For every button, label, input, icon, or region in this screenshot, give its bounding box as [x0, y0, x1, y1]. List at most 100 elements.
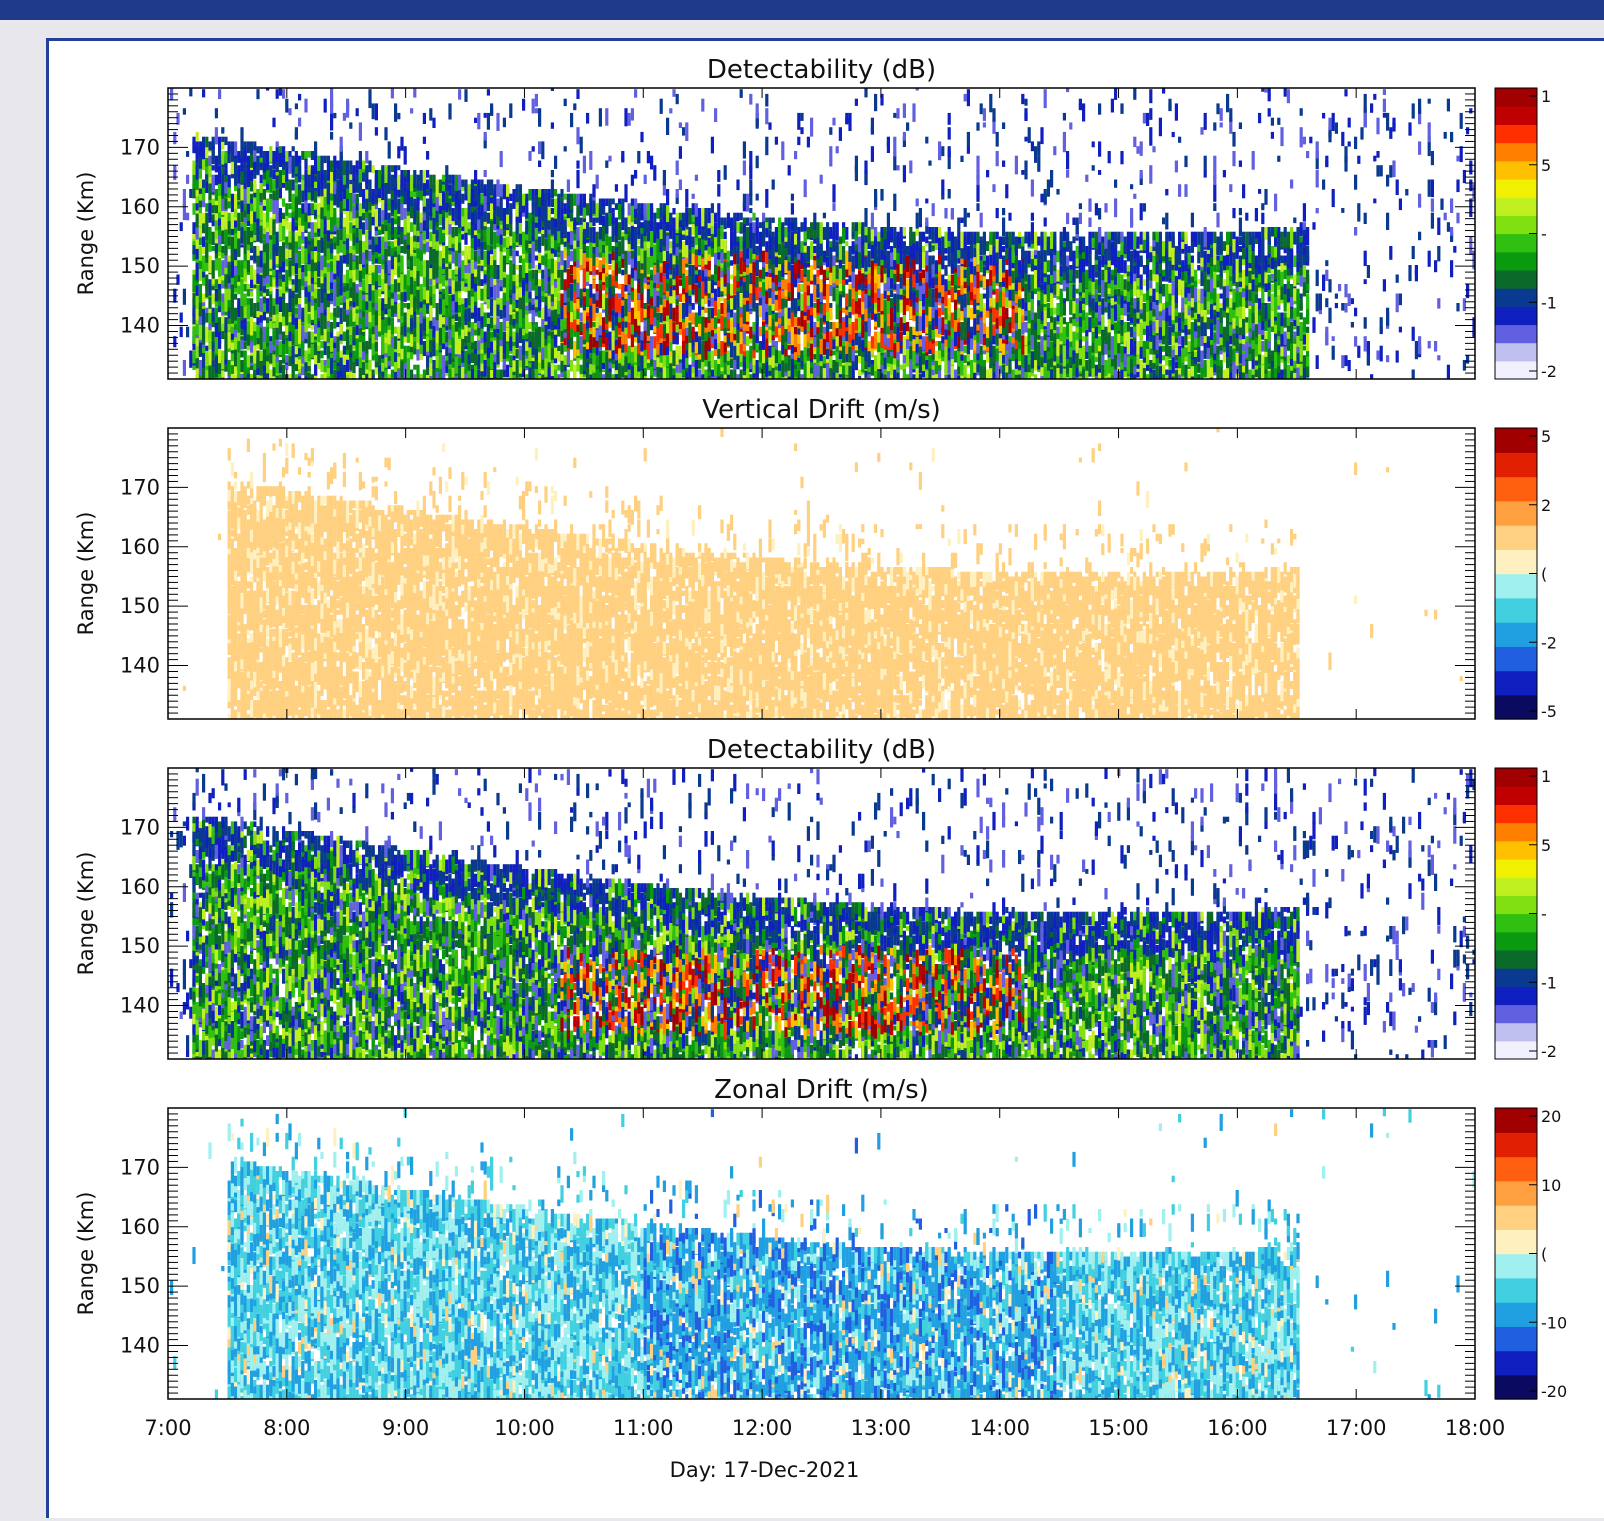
- heatmap-cell: [358, 165, 362, 183]
- heatmap-cell: [278, 312, 282, 323]
- heatmap-cell: [288, 203, 292, 210]
- heatmap-cell: [237, 336, 241, 353]
- heatmap-cell: [640, 355, 644, 371]
- heatmap-cell: [250, 203, 254, 212]
- heatmap-cell: [250, 274, 254, 289]
- heatmap-cell: [461, 260, 465, 279]
- heatmap-cell: [323, 288, 327, 304]
- heatmap-cell: [218, 136, 222, 143]
- heatmap-cell: [304, 151, 308, 159]
- heatmap-cell: [198, 165, 202, 179]
- heatmap-cell: [214, 355, 218, 374]
- heatmap-cell: [410, 174, 414, 192]
- heatmap-cell: [291, 212, 295, 232]
- heatmap-cell: [557, 217, 561, 231]
- heatmap-cell: [410, 189, 414, 197]
- heatmap-cell: [474, 255, 478, 270]
- heatmap-cell: [506, 236, 510, 248]
- heatmap-cell: [595, 269, 599, 275]
- heatmap-cell: [294, 312, 298, 318]
- heatmap-cell: [438, 250, 442, 267]
- heatmap-cell: [397, 303, 401, 319]
- heatmap-cell: [304, 265, 308, 276]
- heatmap-cell: [429, 236, 433, 247]
- heatmap-cell: [557, 345, 561, 351]
- heatmap-cell: [483, 227, 487, 242]
- heatmap-cell: [509, 336, 513, 351]
- heatmap-cell: [410, 203, 414, 219]
- heatmap-cell: [256, 374, 260, 379]
- heatmap-cell: [374, 103, 378, 121]
- heatmap-cell: [301, 231, 305, 240]
- heatmap-cell: [621, 269, 625, 276]
- heatmap-cell: [349, 303, 353, 311]
- heatmap-cell: [198, 312, 202, 325]
- heatmap-cell: [470, 255, 474, 274]
- heatmap-cell: [445, 345, 449, 356]
- heatmap-cell: [602, 250, 606, 257]
- heatmap-cell: [531, 274, 535, 287]
- heatmap-cell: [630, 345, 634, 364]
- heatmap-cell: [304, 317, 308, 333]
- heatmap-cell: [579, 136, 583, 154]
- heatmap-cell: [547, 231, 551, 251]
- heatmap-cell: [502, 355, 506, 370]
- heatmap-cell: [563, 203, 567, 214]
- heatmap-cell: [432, 293, 436, 308]
- heatmap-cell: [288, 350, 292, 367]
- heatmap-cell: [314, 341, 318, 356]
- heatmap-cell: [637, 208, 641, 226]
- heatmap-cell: [397, 184, 401, 198]
- heatmap-cell: [650, 203, 654, 219]
- heatmap-cell: [243, 284, 247, 292]
- heatmap-cell: [285, 236, 289, 246]
- heatmap-cell: [195, 160, 199, 170]
- heatmap-cell: [445, 331, 449, 339]
- heatmap-cell: [541, 274, 545, 292]
- heatmap-cell: [438, 326, 442, 346]
- heatmap-cell: [192, 288, 196, 305]
- heatmap-cell: [205, 350, 209, 366]
- heatmap-cell: [470, 303, 474, 313]
- heatmap-cell: [448, 312, 452, 330]
- heatmap-cell: [195, 246, 199, 260]
- heatmap-cell: [333, 312, 337, 325]
- heatmap-cell: [602, 198, 606, 207]
- heatmap-cell: [550, 279, 554, 295]
- heatmap-cell: [448, 193, 452, 204]
- heatmap-cell: [656, 341, 660, 355]
- heatmap-cell: [429, 193, 433, 210]
- heatmap-cell: [214, 127, 218, 145]
- heatmap-cell: [237, 165, 241, 184]
- heatmap-cell: [582, 260, 586, 277]
- heatmap-cell: [259, 160, 263, 167]
- heatmap-cell: [202, 307, 206, 325]
- heatmap-cell: [525, 231, 529, 251]
- heatmap-cell: [576, 203, 580, 222]
- heatmap-cell: [477, 112, 481, 130]
- heatmap-cell: [240, 198, 244, 212]
- heatmap-cell: [432, 189, 436, 204]
- heatmap-cell: [582, 345, 586, 365]
- heatmap-cell: [557, 193, 561, 200]
- heatmap-cell: [208, 255, 212, 274]
- heatmap-cell: [608, 288, 612, 299]
- heatmap-cell: [314, 236, 318, 247]
- heatmap-cell: [192, 312, 196, 325]
- heatmap-cell: [266, 288, 270, 296]
- heatmap-cell: [339, 170, 343, 185]
- heatmap-cell: [192, 170, 196, 189]
- heatmap-cell: [240, 203, 244, 223]
- heatmap-cell: [557, 227, 561, 243]
- heatmap-cell: [659, 307, 663, 323]
- heatmap-cell: [490, 336, 494, 342]
- heatmap-cells: [170, 88, 1475, 379]
- heatmap-cell: [278, 179, 282, 199]
- heatmap-cell: [477, 279, 481, 296]
- heatmap-cell: [198, 374, 202, 379]
- heatmap-cell: [218, 355, 222, 374]
- heatmap-cell: [640, 131, 644, 143]
- heatmap-cell: [416, 317, 420, 324]
- heatmap-cell: [550, 360, 554, 377]
- heatmap-cell: [579, 231, 583, 249]
